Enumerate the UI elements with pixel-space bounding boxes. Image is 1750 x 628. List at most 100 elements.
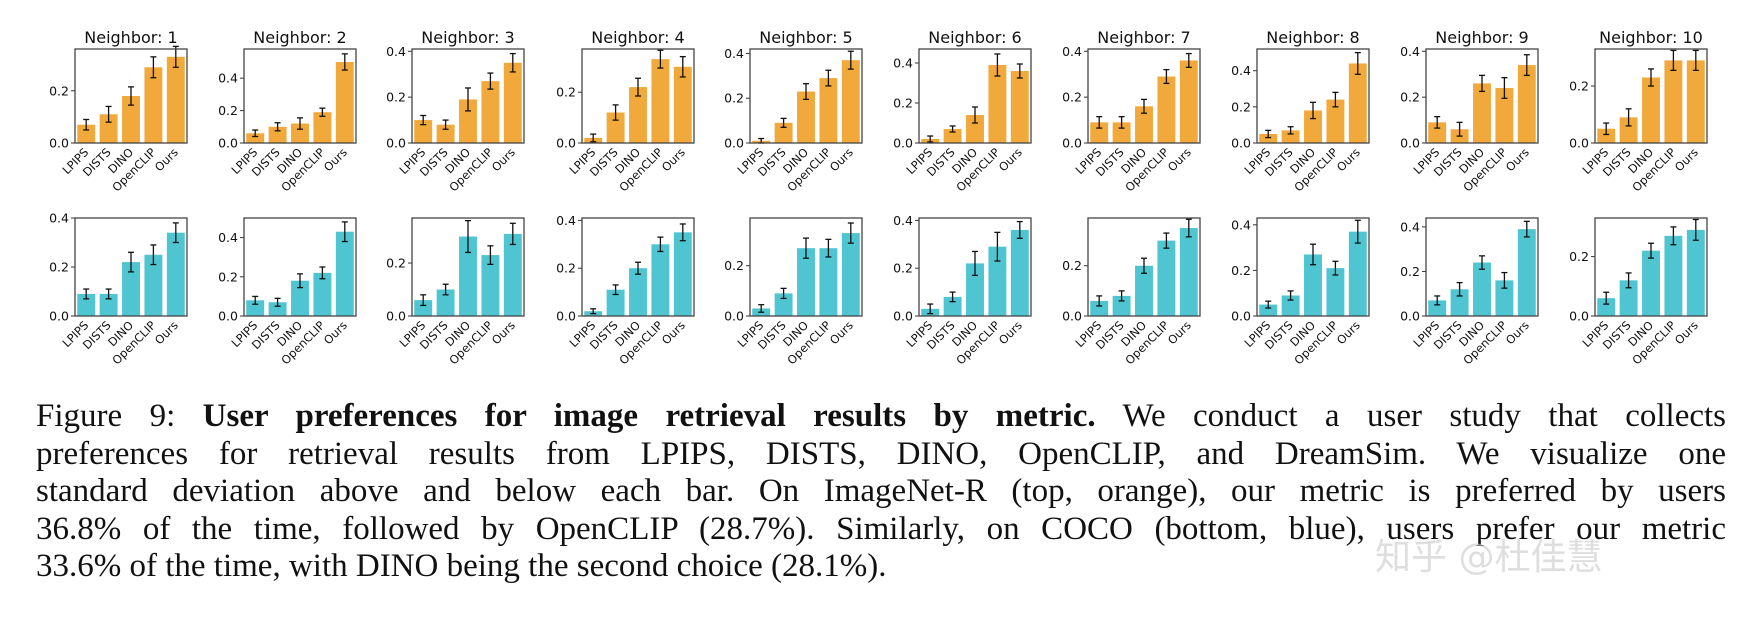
bar	[1010, 71, 1029, 143]
x-tick-label: Ours	[1165, 318, 1194, 347]
bar	[797, 248, 815, 316]
axes-frame	[1594, 48, 1708, 144]
y-tick-label: 0.2	[1400, 264, 1420, 279]
bar	[291, 280, 309, 316]
bar	[313, 272, 332, 316]
y-tick-label: 0.2	[218, 269, 238, 284]
bar	[841, 60, 860, 143]
x-tick-label: Ours	[996, 145, 1025, 174]
bar	[99, 293, 118, 316]
axes-frame	[243, 217, 357, 317]
y-tick-label: 0.0	[49, 309, 69, 324]
y-tick-label: 0.2	[386, 256, 406, 271]
axes-frame	[918, 48, 1032, 144]
bar	[1473, 262, 1491, 316]
y-tick-label: 0.4	[893, 213, 913, 228]
bar	[122, 262, 140, 316]
bar	[1517, 229, 1536, 316]
axes-frame	[749, 48, 863, 144]
y-tick-label: 0.0	[556, 309, 576, 324]
y-tick-label: 0.2	[556, 85, 576, 100]
bar	[1686, 229, 1705, 316]
axes-frame	[74, 217, 188, 317]
y-tick-label: 0.0	[1400, 136, 1420, 151]
bar	[459, 236, 477, 316]
bar	[268, 302, 287, 316]
y-tick-label: 0.2	[1569, 249, 1589, 264]
y-tick-label: 0.2	[386, 90, 406, 105]
bar	[414, 120, 433, 143]
panel-title: Neighbor: 1	[84, 28, 177, 47]
bar	[1428, 122, 1447, 143]
bar	[1259, 133, 1278, 143]
caption-text: preferences for retrieval results from L…	[36, 435, 1726, 472]
axes-frame	[1425, 217, 1539, 317]
x-tick-label: Ours	[1503, 318, 1532, 347]
x-tick-label: Ours	[489, 145, 518, 174]
bar	[1112, 122, 1131, 143]
y-tick-label: 0.4	[556, 213, 576, 228]
axes-frame	[1087, 217, 1201, 317]
y-tick-label: 0.2	[893, 96, 913, 111]
bar	[1157, 240, 1176, 316]
axes-frame	[1256, 48, 1370, 144]
bar	[1304, 254, 1322, 316]
y-tick-label: 0.0	[386, 309, 406, 324]
figure-caption: Figure 9: User preferences for image ret…	[36, 398, 1726, 586]
bar	[966, 263, 984, 316]
x-tick-label: Ours	[827, 145, 856, 174]
y-tick-label: 0.2	[1062, 258, 1082, 273]
bar	[1090, 122, 1109, 143]
x-tick-label: Ours	[152, 145, 181, 174]
y-tick-label: 0.0	[386, 136, 406, 151]
y-tick-label: 0.0	[893, 309, 913, 324]
axes-frame	[411, 217, 525, 317]
x-tick-label: Ours	[1334, 145, 1363, 174]
x-tick-label: Ours	[659, 145, 688, 174]
bar	[77, 293, 96, 316]
bar	[1619, 117, 1638, 143]
y-tick-label: 0.2	[1231, 263, 1251, 278]
bar	[1428, 300, 1447, 316]
bar	[335, 61, 354, 144]
bar	[503, 233, 522, 316]
y-tick-label: 0.2	[1231, 99, 1251, 114]
axes-frame	[581, 48, 695, 144]
bar	[77, 124, 96, 143]
y-tick-label: 0.2	[893, 261, 913, 276]
bar	[1619, 280, 1638, 316]
x-tick-label: Ours	[1334, 318, 1363, 347]
bar	[436, 124, 455, 143]
axes-frame	[581, 217, 695, 317]
bar	[481, 81, 500, 143]
caption-text: 36.8% of the time, followed by OpenCLIP …	[36, 510, 1726, 547]
y-tick-label: 0.0	[556, 136, 576, 151]
axes-frame	[1087, 48, 1201, 144]
x-tick-label: Ours	[827, 318, 856, 347]
y-tick-label: 0.2	[218, 103, 238, 118]
x-tick-label: Ours	[152, 318, 181, 347]
bar	[1597, 128, 1616, 143]
bar	[606, 289, 625, 316]
y-tick-label: 0.2	[1400, 90, 1420, 105]
bar	[651, 59, 670, 143]
y-tick-label: 0.4	[893, 56, 913, 71]
bar	[1090, 300, 1109, 316]
panel-title: Neighbor: 9	[1435, 28, 1528, 47]
bar	[1686, 60, 1705, 144]
panel-title: Neighbor: 10	[1599, 28, 1703, 47]
axes-frame	[1256, 217, 1370, 317]
y-tick-label: 0.0	[1569, 136, 1589, 151]
y-tick-label: 0.4	[1231, 217, 1251, 232]
y-tick-label: 0.0	[1231, 136, 1251, 151]
bar	[841, 233, 860, 316]
y-tick-label: 0.4	[724, 46, 744, 61]
bar	[1664, 60, 1683, 144]
y-tick-label: 0.4	[218, 230, 238, 245]
bar	[1135, 106, 1153, 143]
y-tick-label: 0.4	[49, 211, 69, 226]
bar	[144, 254, 163, 316]
bar	[503, 62, 522, 143]
axes-frame	[749, 217, 863, 317]
bar	[988, 65, 1007, 143]
